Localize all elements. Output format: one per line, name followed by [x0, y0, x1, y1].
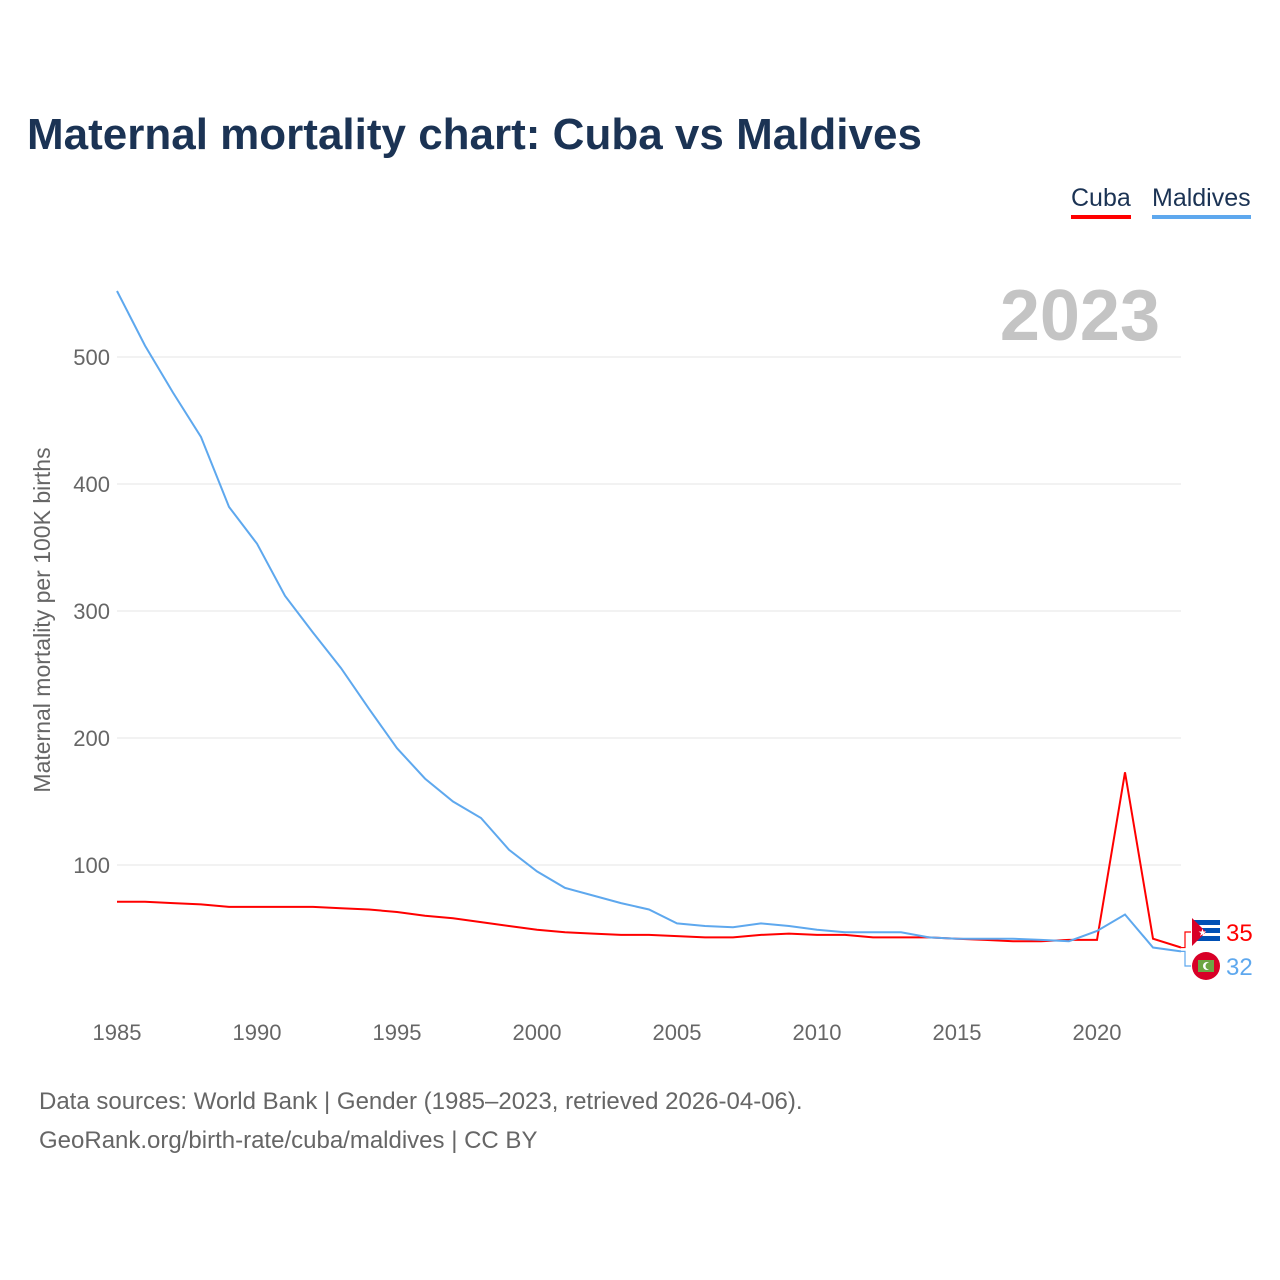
- end-connector: [1181, 950, 1191, 967]
- footer-sources: Data sources: World Bank | Gender (1985–…: [39, 1088, 803, 1115]
- y-tick-label: 500: [73, 345, 110, 370]
- y-tick-label: 400: [73, 472, 110, 497]
- legend-cuba[interactable]: Cuba: [1071, 184, 1131, 219]
- x-tick-label: 1985: [93, 1020, 142, 1045]
- x-tick-label: 2020: [1073, 1020, 1122, 1045]
- chart-title: Maternal mortality chart: Cuba vs Maldiv…: [27, 110, 922, 159]
- x-tick-label: 2005: [653, 1020, 702, 1045]
- y-tick-label: 200: [73, 726, 110, 751]
- year-watermark: 2023: [1000, 276, 1160, 356]
- x-tick-label: 2010: [793, 1020, 842, 1045]
- footer-link[interactable]: GeoRank.org/birth-rate/cuba/maldives | C…: [39, 1127, 538, 1154]
- maldives-flag-icon: [1192, 952, 1220, 980]
- y-tick-label: 300: [73, 599, 110, 624]
- end-value-label: 35: [1226, 920, 1253, 947]
- x-tick-label: 2000: [513, 1020, 562, 1045]
- legend-maldives[interactable]: Maldives: [1152, 184, 1251, 219]
- series-line-cuba: [117, 772, 1182, 949]
- svg-text:★: ★: [1198, 928, 1207, 939]
- cuba-flag-icon: ★: [1192, 918, 1220, 946]
- x-tick-label: 1990: [233, 1020, 282, 1045]
- y-axis-label: Maternal mortality per 100K births: [29, 447, 55, 792]
- y-tick-label: 100: [73, 853, 110, 878]
- end-connector: [1181, 931, 1191, 949]
- x-tick-label: 1995: [373, 1020, 422, 1045]
- x-tick-label: 2015: [933, 1020, 982, 1045]
- end-value-label: 32: [1226, 954, 1253, 981]
- series-line-maldives: [116, 290, 1182, 953]
